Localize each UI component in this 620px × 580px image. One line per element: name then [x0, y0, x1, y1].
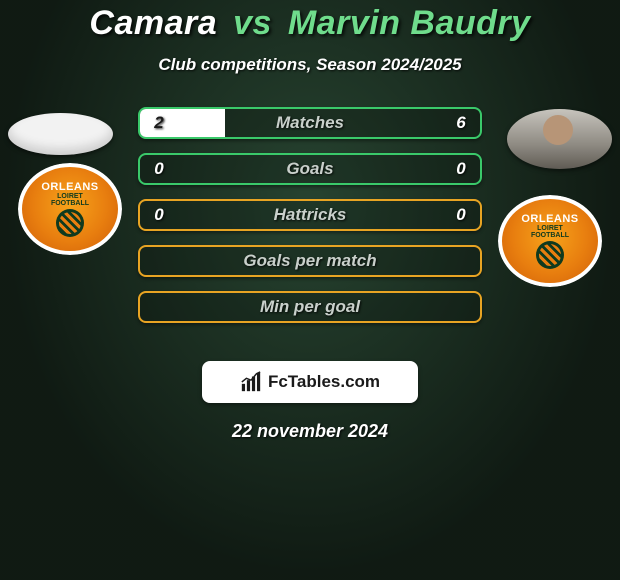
chart-icon	[240, 371, 262, 393]
vs-label: vs	[233, 4, 272, 42]
stat-value-right: 6	[444, 109, 478, 137]
stat-label: Min per goal	[140, 293, 480, 321]
ball-icon	[536, 241, 564, 269]
player2-photo	[507, 109, 612, 169]
stat-value-right: 0	[444, 155, 478, 183]
comparison-area: ORLEANS LOIRET FOOTBALL ORLEANS LOIRET F…	[0, 107, 620, 357]
club-badge-icon: ORLEANS LOIRET FOOTBALL	[18, 163, 122, 255]
stat-bar: 0 0Goals	[138, 153, 482, 185]
ball-icon	[56, 209, 84, 237]
subtitle: Club competitions, Season 2024/2025	[0, 55, 620, 75]
date-label: 22 november 2024	[0, 421, 620, 442]
player1-photo	[8, 113, 113, 155]
stat-value-left: 0	[142, 201, 176, 229]
stat-fill-right	[225, 109, 480, 137]
stat-value-right: 0	[444, 201, 478, 229]
player2-club-badge: ORLEANS LOIRET FOOTBALL	[498, 195, 602, 287]
club-badge-icon: ORLEANS LOIRET FOOTBALL	[498, 195, 602, 287]
stat-value-left: 2	[142, 109, 176, 137]
stat-value-left: 0	[142, 155, 176, 183]
title: Camara vs Marvin Baudry	[0, 4, 620, 43]
stat-bar: Goals per match	[138, 245, 482, 277]
stat-label: Hattricks	[140, 201, 480, 229]
infographic: Camara vs Marvin Baudry Club competition…	[0, 0, 620, 580]
stat-bar: 0 0Hattricks	[138, 199, 482, 231]
brand-badge: FcTables.com	[202, 361, 418, 403]
player1-club-badge: ORLEANS LOIRET FOOTBALL	[18, 163, 122, 255]
player2-name: Marvin Baudry	[288, 4, 531, 42]
stat-label: Goals	[140, 155, 480, 183]
stat-bar: Min per goal	[138, 291, 482, 323]
player1-name: Camara	[89, 4, 217, 42]
stat-label: Goals per match	[140, 247, 480, 275]
stat-bars: 26Matches00Goals00HattricksGoals per mat…	[138, 107, 482, 337]
stat-bar: 26Matches	[138, 107, 482, 139]
brand-text: FcTables.com	[268, 372, 380, 392]
